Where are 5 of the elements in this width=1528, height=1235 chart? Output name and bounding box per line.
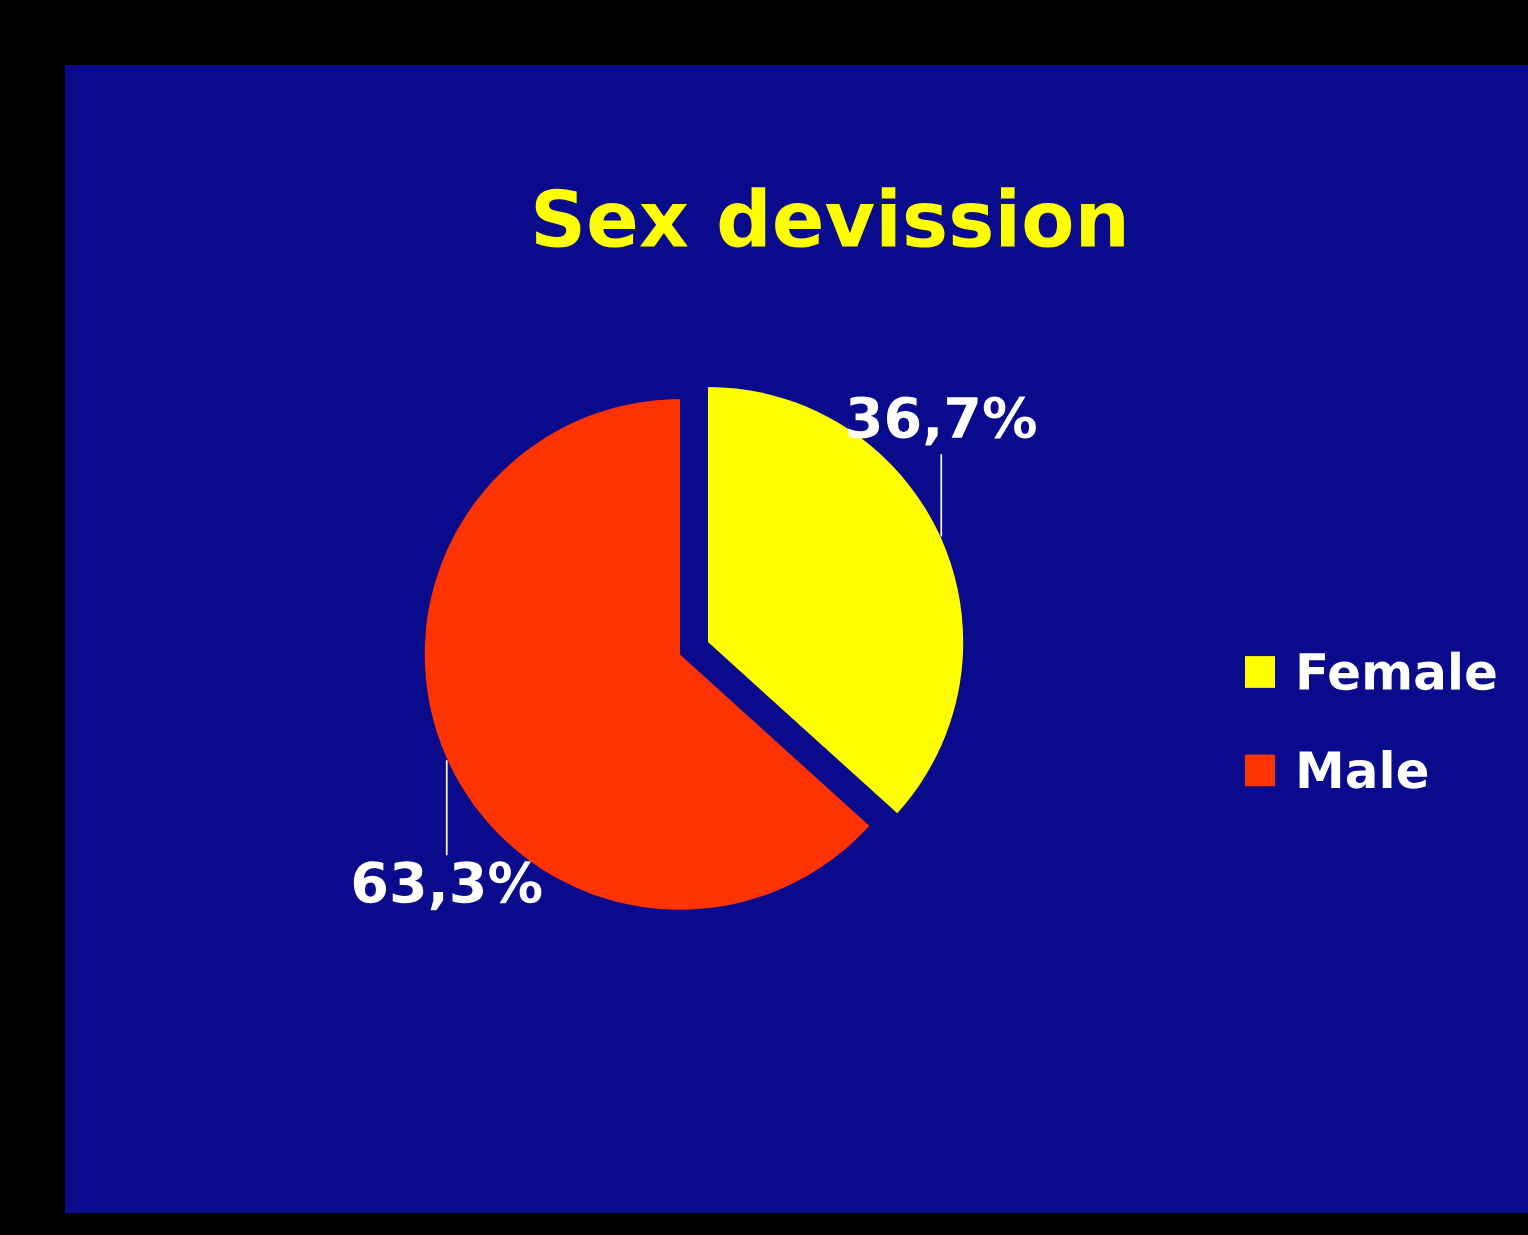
chart-title: Sex devission [535,187,1124,248]
data-label: 36,7% [848,396,1036,446]
legend-label: Female [1299,651,1496,691]
legend-label: Male [1299,750,1428,789]
data-label: 63,3% [353,861,542,911]
